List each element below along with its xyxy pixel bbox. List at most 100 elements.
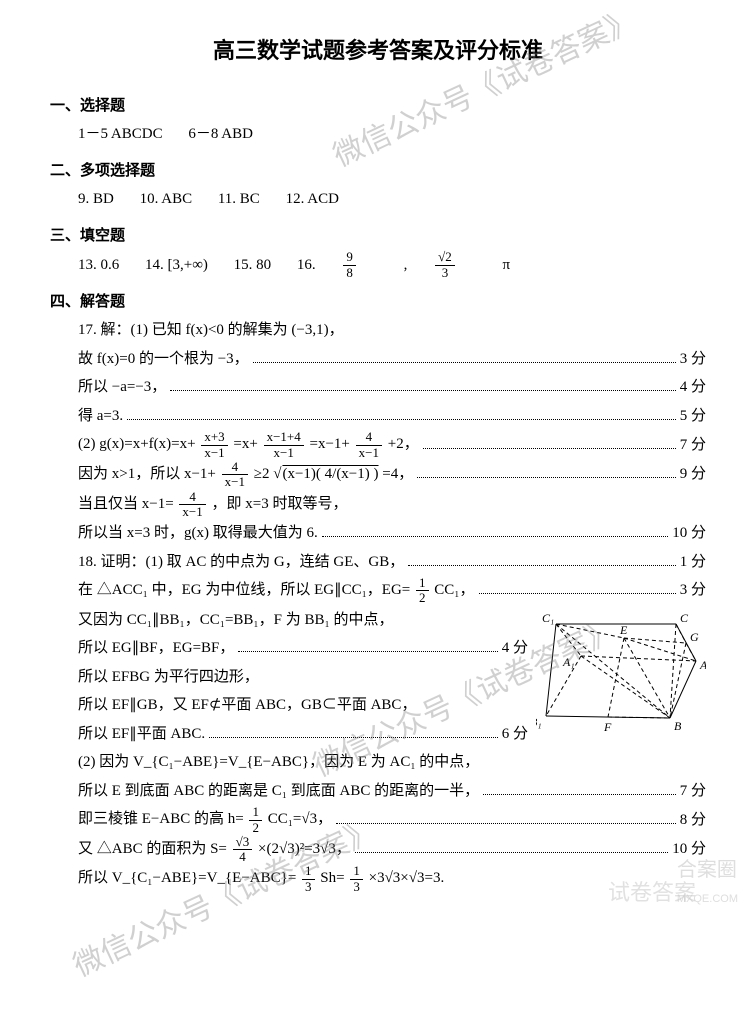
seg: CC₁=√3，: [268, 812, 332, 828]
q18-l2: 在 △ACC₁ 中，EG 为中位线，所以 EG∥CC₁，EG= 12 CC₁， …: [78, 576, 706, 606]
frac-den: 2: [416, 591, 429, 605]
frac-den: x−1: [222, 475, 248, 489]
score: 3 分: [680, 576, 706, 605]
score: 1 分: [680, 548, 706, 577]
frac-den: x−1: [264, 446, 304, 460]
text: 所以当 x=3 时，g(x) 取得最大值为 6.: [78, 519, 318, 548]
frac-den: x−1: [179, 505, 205, 519]
q18-l8: (2) 因为 V_{C₁−ABE}=V_{E−ABC}，因为 E 为 AC₁ 的…: [78, 748, 706, 777]
leader-dots: [209, 725, 498, 738]
leader-dots: [127, 407, 676, 420]
frac-num: 4: [356, 430, 382, 445]
score: 7 分: [680, 777, 706, 806]
svg-text:A: A: [699, 658, 706, 672]
frac-num: 9: [343, 250, 356, 265]
frac-num: √3: [233, 835, 253, 850]
score: 6 分: [502, 720, 528, 749]
seg: 当且仅当 x−1=: [78, 496, 177, 512]
logo-line2: MXQE.COM: [677, 889, 738, 910]
leader-dots: [483, 782, 676, 795]
svg-text:B: B: [674, 719, 682, 733]
svg-text:A₁: A₁: [562, 655, 575, 669]
section-2-head: 二、多项选择题: [50, 157, 706, 186]
seg: ×(2√3)²=3√3，: [258, 841, 351, 857]
svg-text:F: F: [603, 720, 612, 734]
svg-text:G: G: [690, 630, 699, 644]
section-2-answers: 9. BD 10. ABC 11. BC 12. ACD: [50, 185, 706, 214]
text: 18. 证明：(1) 取 AC 的中点为 G，连结 GE、GB，: [78, 548, 404, 577]
section-1-answers: 1－5 ABCDC 6－8 ABD: [50, 120, 706, 149]
frac-num: √2: [435, 250, 455, 265]
ans-9: 9. BD: [78, 191, 114, 207]
q18-l7: 所以 EF∥平面 ABC. 6 分: [78, 720, 528, 749]
section-1-head: 一、选择题: [50, 92, 706, 121]
score: 10 分: [672, 519, 706, 548]
text: 即三棱锥 E−ABC 的高 h= 12 CC₁=√3，: [78, 805, 332, 835]
section-3-answers: 13. 0.6 14. [3,+∞) 15. 80 16. 98 , √23 π: [50, 250, 706, 280]
seg: 在 △ACC₁ 中，EG 为中位线，所以 EG∥CC₁，EG=: [78, 582, 414, 598]
frac-num: 1: [302, 864, 315, 879]
ans-16: 16. 98 , √23 π: [297, 257, 532, 273]
ans-12: 12. ACD: [286, 191, 339, 207]
text: 所以 EF∥平面 ABC.: [78, 720, 205, 749]
leader-dots: [238, 639, 497, 652]
text: (2) g(x)=x+f(x)=x+ x+3x−1 =x+ x−1+4x−1 =…: [78, 430, 419, 460]
text: 故 f(x)=0 的一个根为 −3，: [78, 345, 249, 374]
frac-num: 4: [222, 460, 248, 475]
q18-l10: 即三棱锥 E−ABC 的高 h= 12 CC₁=√3， 8 分: [78, 805, 706, 835]
q18-l9: 所以 E 到底面 ABC 的距离是 C₁ 到底面 ABC 的距离的一半， 7 分: [78, 777, 706, 806]
q18-l1: 18. 证明：(1) 取 AC 的中点为 G，连结 GE、GB， 1 分: [78, 548, 706, 577]
frac-den: 8: [343, 266, 356, 280]
q18-l11: 又 △ABC 的面积为 S= √34 ×(2√3)²=3√3， 10 分: [78, 835, 706, 865]
text: 所以 E 到底面 ABC 的距离是 C₁ 到底面 ABC 的距离的一半，: [78, 777, 479, 806]
text: 又 △ABC 的面积为 S= √34 ×(2√3)²=3√3，: [78, 835, 351, 865]
leader-dots: [479, 581, 676, 594]
score: 5 分: [680, 402, 706, 431]
leader-dots: [408, 553, 675, 566]
section-4-head: 四、解答题: [50, 288, 706, 317]
score: 3 分: [680, 345, 706, 374]
ans-13: 13. 0.6: [78, 257, 119, 273]
seg: ≥2: [254, 466, 273, 482]
ans-11: 11. BC: [218, 191, 260, 207]
leader-dots: [170, 378, 675, 391]
seg: 所以 V_{C₁−ABE}=V_{E−ABC}=: [78, 871, 300, 887]
q17-l1: 17. 解：(1) 已知 f(x)<0 的解集为 (−3,1)，: [78, 316, 706, 345]
sqrt-arg: (x−1)( 4/(x−1) ): [281, 466, 378, 482]
score: 4 分: [502, 634, 528, 663]
q18-l12: 所以 V_{C₁−ABE}=V_{E−ABC}= 13 Sh= 13 ×3√3×…: [78, 864, 706, 894]
seg: 又 △ABC 的面积为 S=: [78, 841, 231, 857]
ans-6-8: 6－8 ABD: [188, 126, 253, 142]
ans-10: 10. ABC: [140, 191, 193, 207]
frac-den: 2: [249, 821, 262, 835]
ans-16-sep: ,: [404, 257, 412, 273]
q17-l2: 故 f(x)=0 的一个根为 −3， 3 分: [78, 345, 706, 374]
frac-den: x−1: [356, 446, 382, 460]
corner-logo: 合案圈 MXQE.COM: [677, 851, 738, 910]
frac-den: 4: [233, 850, 253, 864]
svg-text:C: C: [680, 611, 689, 625]
leader-dots: [417, 465, 676, 478]
prism-figure: C₁CA₁AGEB₁BF: [536, 606, 706, 736]
frac-den: 3: [435, 266, 455, 280]
seg: =x−1+: [310, 437, 354, 453]
frac-num: x−1+4: [264, 430, 304, 445]
q17-l3: 所以 −a=−3， 4 分: [78, 373, 706, 402]
seg: CC₁，: [434, 582, 474, 598]
frac-den: 3: [302, 880, 315, 894]
seg: ，即 x=3 时取等号，: [212, 496, 348, 512]
text: 得 a=3.: [78, 402, 123, 431]
seg: 即三棱锥 E−ABC 的高 h=: [78, 812, 247, 828]
leader-dots: [336, 811, 676, 824]
ans-16-pre: 16.: [297, 257, 320, 273]
text: 所以 EG∥BF，EG=BF，: [78, 634, 234, 663]
text: 所以 −a=−3，: [78, 373, 166, 402]
score: 9 分: [680, 460, 706, 489]
frac-den: x−1: [201, 446, 227, 460]
page-title: 高三数学试题参考答案及评分标准: [50, 30, 706, 72]
score: 4 分: [680, 373, 706, 402]
svg-text:E: E: [619, 623, 628, 637]
q17-l8: 所以当 x=3 时，g(x) 取得最大值为 6. 10 分: [78, 519, 706, 548]
logo-line1: 合案圈: [677, 851, 738, 889]
frac-num: 1: [416, 576, 429, 591]
